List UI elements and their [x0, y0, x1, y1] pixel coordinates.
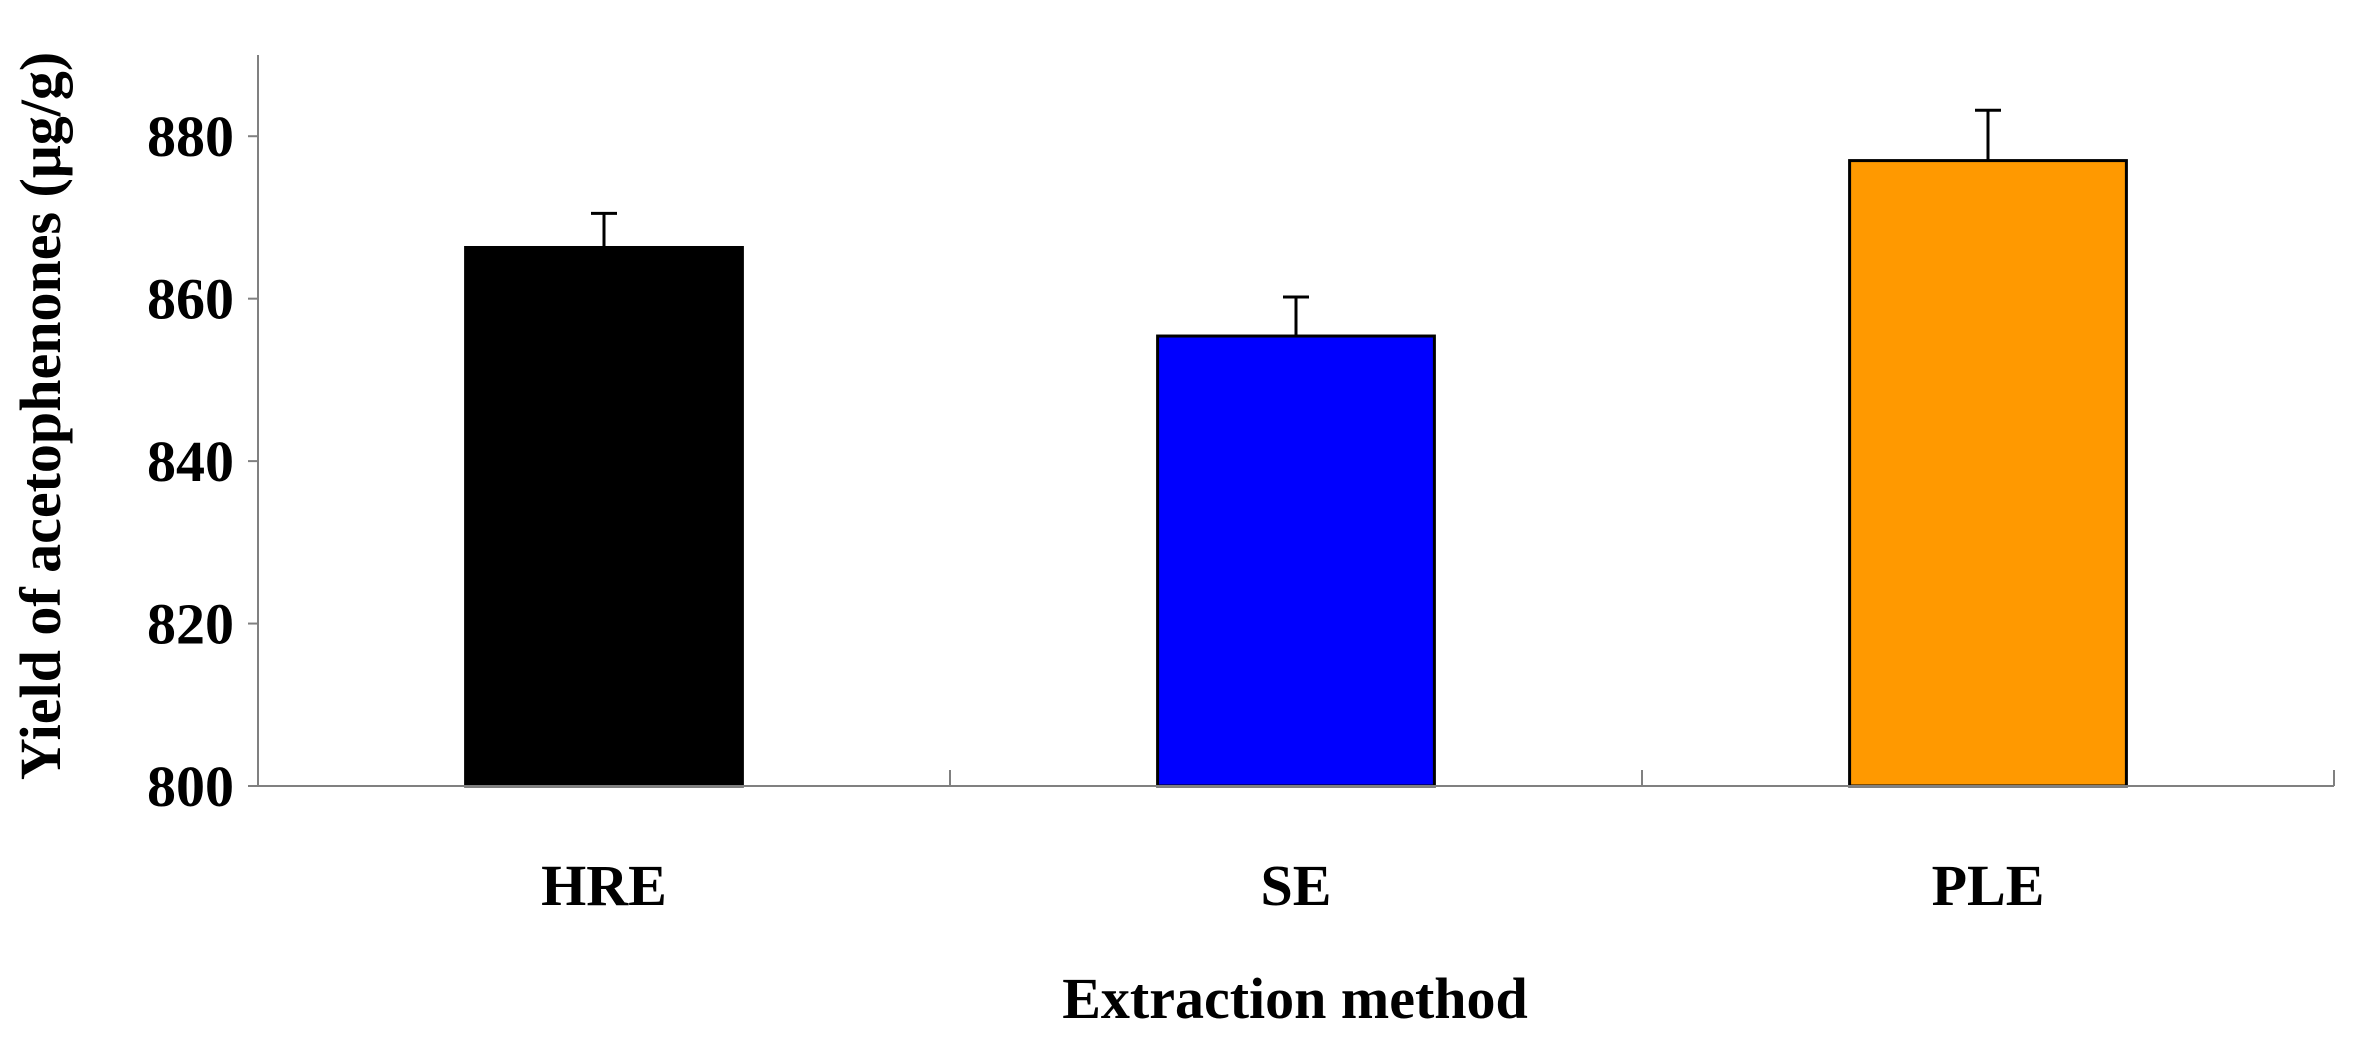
y-ticks-layer: 800 820 840 860 880 — [147, 104, 258, 819]
bars-layer — [464, 159, 2128, 788]
bar-se — [1156, 334, 1436, 788]
bar-hre — [464, 245, 744, 788]
y-tick-label-820: 820 — [147, 592, 234, 657]
x-axis-title: Extraction method — [1062, 966, 1528, 1031]
category-label-hre: HRE — [541, 853, 667, 918]
category-label-ple: PLE — [1932, 853, 2045, 918]
y-tick-label-880: 880 — [147, 104, 234, 169]
y-tick-label-840: 840 — [147, 429, 234, 494]
x-ticks-layer — [949, 770, 2335, 786]
y-tick-label-860: 860 — [147, 267, 234, 332]
bar-ple — [1848, 159, 2128, 788]
category-labels-layer: HRE SE PLE — [541, 853, 2044, 918]
y-axis-title: Yield of acetophenones (μg/g) — [8, 52, 73, 780]
error-bars-layer — [591, 108, 2001, 337]
axes-layer — [257, 55, 2334, 787]
y-tick-label-800: 800 — [147, 754, 234, 819]
category-label-se: SE — [1261, 853, 1332, 918]
